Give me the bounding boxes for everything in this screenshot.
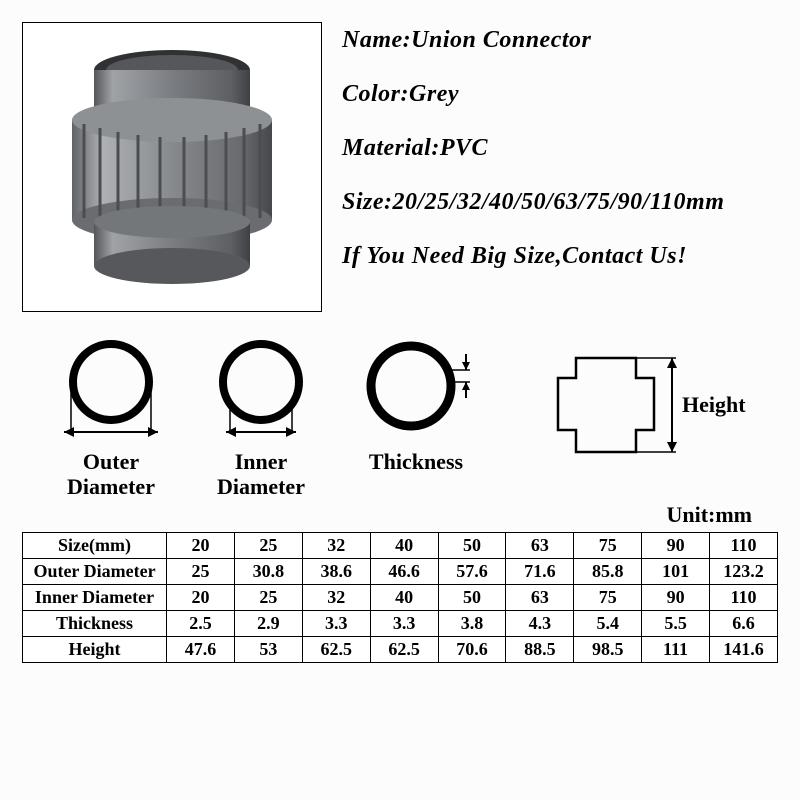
table-cell: 62.5 <box>370 636 438 662</box>
table-cell: 70.6 <box>438 636 506 662</box>
table-cell: 63 <box>506 584 574 610</box>
table-cell: 20 <box>167 584 235 610</box>
table-cell: 2.9 <box>234 610 302 636</box>
table-cell: 50 <box>438 584 506 610</box>
row-header: Size(mm) <box>23 532 167 558</box>
table-cell: 38.6 <box>302 558 370 584</box>
table-cell: 50 <box>438 532 506 558</box>
table-cell: 53 <box>234 636 302 662</box>
table-cell: 123.2 <box>710 558 778 584</box>
table-cell: 6.6 <box>710 610 778 636</box>
table-cell: 32 <box>302 584 370 610</box>
table-row: Inner Diameter2025324050637590110 <box>23 584 778 610</box>
spec-list: Name:Union Connector Color:Grey Material… <box>342 22 778 312</box>
table-cell: 101 <box>642 558 710 584</box>
outer-label-1: Outer <box>83 449 139 474</box>
table-cell: 40 <box>370 584 438 610</box>
table-cell: 3.8 <box>438 610 506 636</box>
spec-note: If You Need Big Size,Contact Us! <box>342 244 778 268</box>
row-header: Thickness <box>23 610 167 636</box>
table-cell: 75 <box>574 532 642 558</box>
outer-label-2: Diameter <box>67 474 155 499</box>
table-cell: 25 <box>167 558 235 584</box>
outer-diameter-diagram: Outer Diameter <box>56 340 166 500</box>
table-cell: 111 <box>642 636 710 662</box>
row-header: Height <box>23 636 167 662</box>
table-cell: 3.3 <box>302 610 370 636</box>
height-label-svg: Height <box>682 392 746 417</box>
table-cell: 25 <box>234 584 302 610</box>
table-cell: 47.6 <box>167 636 235 662</box>
table-cell: 90 <box>642 532 710 558</box>
table-row: Thickness2.52.93.33.33.84.35.45.56.6 <box>23 610 778 636</box>
table-cell: 85.8 <box>574 558 642 584</box>
table-cell: 63 <box>506 532 574 558</box>
inner-label-2: Diameter <box>217 474 305 499</box>
table-cell: 40 <box>370 532 438 558</box>
spec-size-label: Size: <box>342 189 393 215</box>
table-cell: 46.6 <box>370 558 438 584</box>
table-cell: 110 <box>710 584 778 610</box>
spec-color: Color:Grey <box>342 82 778 106</box>
table-cell: 20 <box>167 532 235 558</box>
spec-color-value: Grey <box>409 81 459 107</box>
row-header: Inner Diameter <box>23 584 167 610</box>
table-cell: 71.6 <box>506 558 574 584</box>
spec-color-label: Color: <box>342 81 409 107</box>
table-cell: 57.6 <box>438 558 506 584</box>
table-cell: 110 <box>710 532 778 558</box>
thickness-label: Thickness <box>356 449 476 474</box>
table-cell: 25 <box>234 532 302 558</box>
table-cell: 5.4 <box>574 610 642 636</box>
inner-diameter-diagram: Inner Diameter <box>206 340 316 500</box>
table-cell: 90 <box>642 584 710 610</box>
table-cell: 4.3 <box>506 610 574 636</box>
inner-label-1: Inner <box>235 449 288 474</box>
table-row: Height47.65362.562.570.688.598.5111141.6 <box>23 636 778 662</box>
table-cell: 30.8 <box>234 558 302 584</box>
table-cell: 88.5 <box>506 636 574 662</box>
spec-material-label: Material: <box>342 135 440 161</box>
spec-size-value: 20/25/32/40/50/63/75/90/110mm <box>393 189 725 215</box>
table-cell: 98.5 <box>574 636 642 662</box>
product-photo <box>22 22 322 312</box>
table-row: Outer Diameter2530.838.646.657.671.685.8… <box>23 558 778 584</box>
spec-size: Size:20/25/32/40/50/63/75/90/110mm <box>342 190 778 214</box>
dimensions-table: Size(mm)2025324050637590110Outer Diamete… <box>22 532 778 663</box>
spec-name-value: Union Connector <box>411 27 591 53</box>
table-cell: 3.3 <box>370 610 438 636</box>
row-header: Outer Diameter <box>23 558 167 584</box>
height-diagram: Height <box>546 340 746 475</box>
spec-material-value: PVC <box>440 135 488 161</box>
table-cell: 75 <box>574 584 642 610</box>
table-cell: 2.5 <box>167 610 235 636</box>
table-cell: 5.5 <box>642 610 710 636</box>
spec-name: Name:Union Connector <box>342 28 778 52</box>
table-cell: 141.6 <box>710 636 778 662</box>
spec-material: Material:PVC <box>342 136 778 160</box>
thickness-diagram: Thickness <box>356 340 476 474</box>
table-cell: 32 <box>302 532 370 558</box>
table-cell: 62.5 <box>302 636 370 662</box>
unit-label: Unit:mm <box>0 502 800 528</box>
spec-name-label: Name: <box>342 27 411 53</box>
table-row: Size(mm)2025324050637590110 <box>23 532 778 558</box>
diagram-row: Outer Diameter Inner Diameter Thicknes <box>0 312 800 500</box>
